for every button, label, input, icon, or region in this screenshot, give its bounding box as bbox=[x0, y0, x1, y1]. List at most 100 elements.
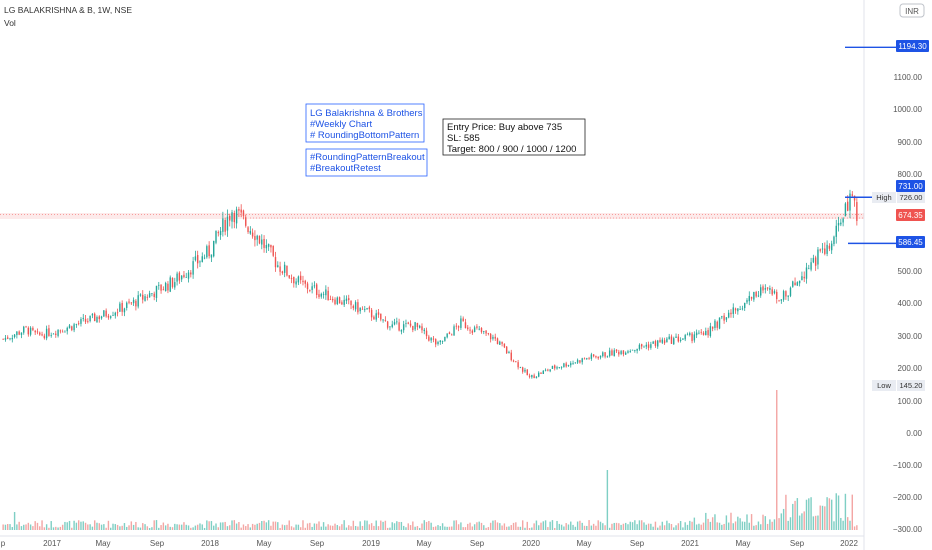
candle bbox=[469, 326, 471, 334]
volume-bar bbox=[377, 526, 380, 530]
candle bbox=[808, 264, 810, 270]
candle bbox=[734, 307, 737, 314]
candle bbox=[137, 291, 139, 309]
candle bbox=[297, 275, 300, 286]
volume-bar bbox=[471, 526, 474, 530]
volume-bar bbox=[542, 521, 545, 530]
candle bbox=[510, 349, 512, 362]
volume-bar bbox=[686, 524, 689, 530]
volume-bar bbox=[455, 520, 458, 530]
volume-bar bbox=[107, 520, 110, 530]
candle bbox=[167, 281, 169, 294]
candle bbox=[158, 281, 160, 290]
volume-bar bbox=[755, 525, 757, 530]
volume-bar bbox=[210, 521, 213, 530]
candle bbox=[52, 333, 55, 335]
annotation-box-title[interactable]: LG Balakrishna & Brothers #Weekly Chart … bbox=[305, 103, 425, 143]
volume-bars bbox=[2, 390, 858, 530]
volume-bar bbox=[659, 525, 661, 530]
volume-bar bbox=[400, 521, 403, 530]
volume-bar bbox=[249, 527, 252, 530]
candle bbox=[517, 359, 519, 370]
volume-bar bbox=[57, 527, 59, 530]
candle bbox=[792, 280, 794, 288]
volume-bar bbox=[258, 522, 261, 530]
volume-bar bbox=[675, 525, 677, 530]
volume-bar bbox=[711, 517, 714, 530]
currency-badge[interactable]: INR bbox=[899, 3, 925, 18]
volume-bar bbox=[52, 527, 55, 530]
candle bbox=[201, 252, 203, 263]
candle bbox=[526, 369, 528, 376]
candle bbox=[302, 275, 304, 286]
volume-bar bbox=[746, 514, 748, 530]
volume-bar bbox=[247, 524, 249, 530]
volume-bar bbox=[663, 525, 666, 530]
x-tick-may-2017: May bbox=[95, 539, 110, 548]
candle bbox=[66, 326, 68, 335]
volume-bar bbox=[66, 522, 68, 530]
candle bbox=[281, 270, 284, 275]
candle bbox=[187, 269, 190, 283]
annotation-box-breakout[interactable]: #RoundingPatternBreakout #BreakoutRetest bbox=[305, 148, 428, 177]
annotation-box-trade-plan[interactable]: Entry Price: Buy above 735 SL: 585 Targe… bbox=[442, 118, 586, 156]
candle bbox=[675, 333, 677, 339]
volume-bar bbox=[398, 521, 400, 530]
volume-bar bbox=[7, 524, 9, 530]
volume-bar bbox=[576, 521, 579, 530]
volume-bar bbox=[151, 527, 153, 530]
volume-bar bbox=[416, 526, 419, 530]
candle bbox=[210, 254, 213, 263]
candle bbox=[423, 327, 425, 335]
candle bbox=[627, 349, 629, 354]
volume-bar bbox=[288, 520, 290, 530]
candle bbox=[352, 304, 355, 311]
candle bbox=[96, 315, 98, 323]
volume-bar bbox=[828, 498, 831, 530]
candle bbox=[68, 324, 71, 329]
volume-bar bbox=[196, 524, 199, 530]
candle bbox=[581, 357, 583, 365]
volume-bar bbox=[409, 525, 412, 530]
volume-bar bbox=[183, 522, 185, 530]
candle bbox=[549, 369, 551, 373]
volume-bar bbox=[803, 511, 805, 530]
volume-bar bbox=[483, 525, 485, 530]
candle bbox=[659, 337, 661, 343]
candle bbox=[311, 282, 313, 294]
volume-bar bbox=[254, 524, 256, 530]
volume-bar bbox=[519, 526, 522, 530]
volume-bar bbox=[233, 520, 236, 530]
volume-bar bbox=[153, 520, 155, 530]
volume-bar bbox=[135, 521, 137, 530]
candle bbox=[148, 290, 151, 298]
vol-tick-m100: −100.00 bbox=[893, 461, 923, 470]
volume-bar bbox=[425, 521, 428, 530]
volume-bar bbox=[631, 522, 634, 530]
x-tick-may-2021: May bbox=[735, 539, 750, 548]
volume-bar bbox=[451, 526, 453, 530]
volume-bar bbox=[521, 520, 524, 530]
volume-bar bbox=[462, 527, 464, 530]
vol-tick-100: 100.00 bbox=[898, 397, 923, 406]
volume-bar bbox=[391, 522, 393, 530]
candle bbox=[16, 331, 18, 339]
volume-bar bbox=[34, 521, 36, 530]
candle bbox=[453, 324, 455, 336]
candle bbox=[279, 261, 281, 276]
volume-bar bbox=[121, 525, 123, 530]
candle bbox=[295, 278, 297, 288]
volume-bar bbox=[558, 523, 561, 530]
volume-bar bbox=[677, 523, 680, 530]
volume-bar bbox=[11, 527, 14, 530]
volume-bar bbox=[169, 526, 171, 530]
volume-bar bbox=[634, 520, 636, 530]
candle bbox=[432, 336, 435, 343]
candle bbox=[750, 296, 753, 301]
volume-bar bbox=[499, 523, 501, 530]
candle bbox=[350, 300, 352, 310]
candle bbox=[348, 294, 350, 305]
volume-bar bbox=[524, 527, 526, 530]
candle bbox=[844, 202, 847, 217]
candle bbox=[576, 358, 579, 364]
